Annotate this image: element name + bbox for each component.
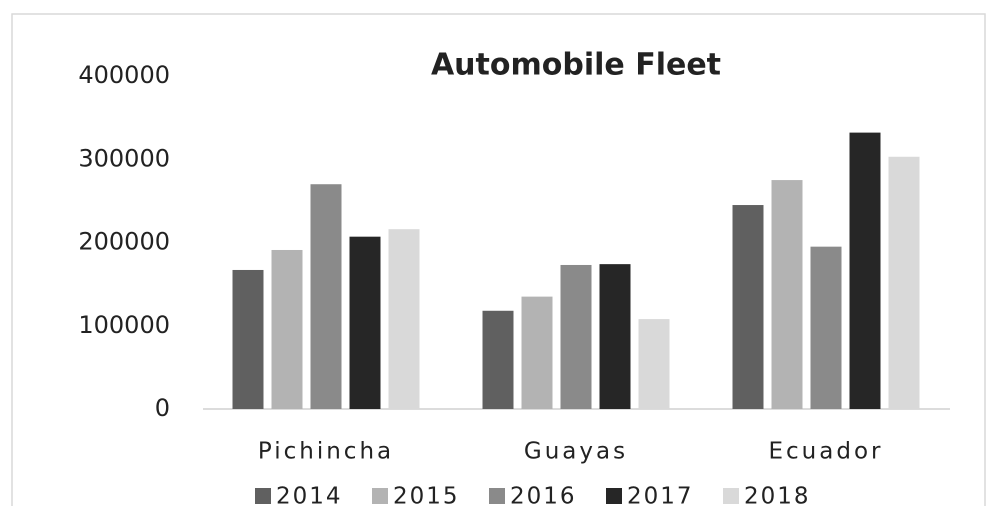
bar bbox=[349, 236, 381, 409]
bar bbox=[810, 246, 842, 409]
legend-swatch bbox=[723, 488, 739, 504]
bar bbox=[888, 156, 920, 409]
bar bbox=[310, 184, 342, 409]
bar bbox=[232, 269, 264, 409]
x-tick-label: Pichincha bbox=[258, 439, 394, 465]
chart-title: Automobile Fleet bbox=[431, 48, 721, 83]
bar bbox=[732, 205, 764, 409]
y-tick-label: 400000 bbox=[78, 61, 170, 89]
legend-label: 2016 bbox=[510, 484, 577, 506]
legend-label: 2018 bbox=[744, 484, 811, 506]
bar bbox=[560, 264, 592, 409]
bar bbox=[599, 264, 631, 409]
bar bbox=[771, 180, 803, 409]
bar bbox=[849, 132, 881, 410]
bar bbox=[638, 319, 670, 409]
legend-label: 2017 bbox=[627, 484, 694, 506]
legend-label: 2015 bbox=[393, 484, 460, 506]
legend-swatch bbox=[372, 488, 388, 504]
legend-swatch bbox=[255, 488, 271, 504]
legend-swatch bbox=[606, 488, 622, 504]
bar bbox=[271, 249, 303, 409]
bar bbox=[388, 229, 420, 409]
legend-label: 2014 bbox=[276, 484, 343, 506]
bar bbox=[521, 296, 553, 409]
y-tick-label: 0 bbox=[155, 394, 170, 422]
y-tick-label: 200000 bbox=[78, 228, 170, 256]
y-tick-label: 100000 bbox=[78, 311, 170, 339]
x-tick-label: Ecuador bbox=[769, 439, 884, 465]
y-tick-label: 300000 bbox=[78, 144, 170, 172]
chart-frame bbox=[11, 13, 986, 506]
legend-swatch bbox=[489, 488, 505, 504]
x-tick-label: Guayas bbox=[524, 439, 628, 465]
bar bbox=[482, 310, 514, 409]
